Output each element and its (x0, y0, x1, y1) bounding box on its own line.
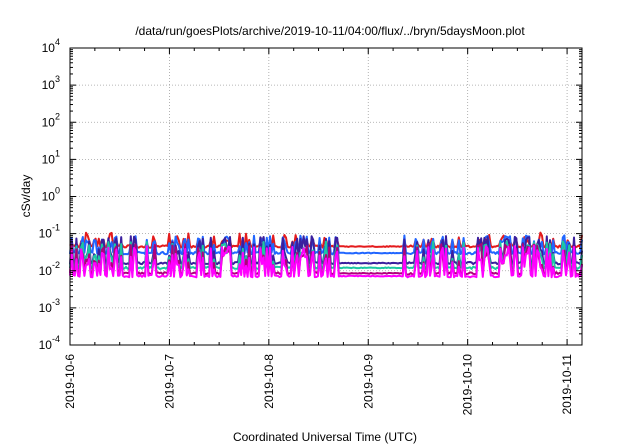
x-tick-label: 2019-10-9 (361, 354, 375, 409)
x-tick-label: 2019-10-6 (63, 354, 77, 409)
x-tick-label: 2019-10-10 (461, 354, 475, 416)
series-layer (69, 231, 583, 279)
y-tick-label: 103 (42, 74, 60, 92)
y-tick-label: 101 (42, 148, 60, 166)
series-line (69, 243, 583, 276)
x-axis: 2019-10-6 2019-10-7 2019-10-8 2019-10-9 2019… (63, 48, 574, 415)
y-axis: 104 103 102 101 100 10-1 10-2 10-3 10-4 (39, 37, 582, 352)
x-tick-label: 2019-10-7 (162, 354, 176, 409)
y-tick-label: 104 (42, 37, 60, 55)
x-tick-label: 2019-10-11 (560, 354, 574, 415)
y-tick-label: 100 (42, 186, 60, 204)
y-axis-label: cSv/day (19, 175, 33, 218)
y-tick-label: 10-2 (39, 260, 60, 278)
y-tick-label: 102 (42, 111, 60, 129)
y-tick-label: 10-1 (39, 223, 60, 241)
x-tick-label: 2019-10-8 (262, 354, 276, 409)
grid (70, 48, 582, 345)
y-tick-label: 10-3 (39, 297, 60, 315)
series-line (69, 244, 583, 279)
y-tick-label: 10-4 (39, 334, 60, 352)
x-axis-label: Coordinated Universal Time (UTC) (233, 430, 417, 444)
chart-title: /data/run/goesPlots/archive/2019-10-11/0… (135, 24, 525, 38)
